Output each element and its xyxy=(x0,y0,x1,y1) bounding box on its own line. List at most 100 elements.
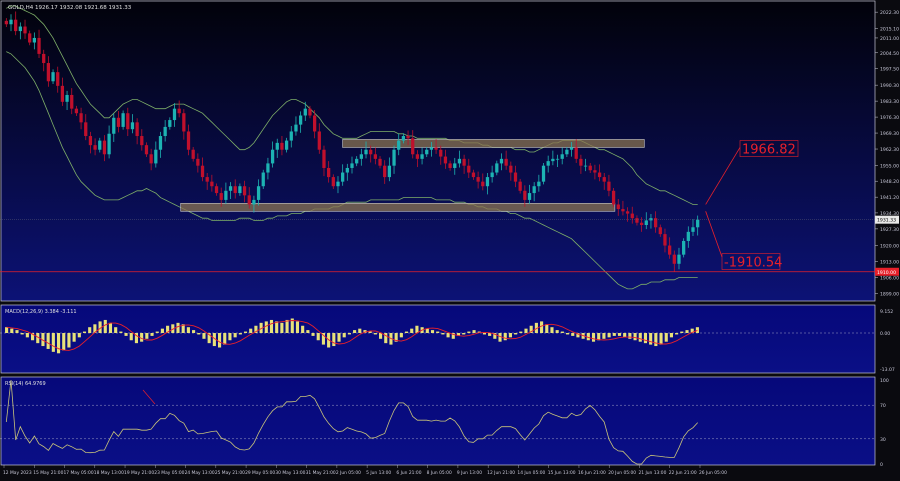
macd-bar xyxy=(243,331,248,333)
macd-bar xyxy=(534,322,538,333)
macd-bar xyxy=(560,331,564,333)
macd-bar xyxy=(212,333,216,347)
candle-body xyxy=(425,149,429,155)
candle-body xyxy=(653,218,658,228)
candle-body xyxy=(317,131,321,150)
candle-body xyxy=(219,193,223,200)
candle-body xyxy=(443,156,448,164)
candle-body xyxy=(303,108,307,116)
macd-bar xyxy=(368,331,372,333)
candle-body xyxy=(70,94,74,109)
rsi-tick-label: 30 xyxy=(880,437,886,443)
symbol-header: GOLD,H4 1926.17 1932.08 1921.68 1931.33 xyxy=(8,5,132,11)
price-tick-label: 1976.30 xyxy=(880,115,899,121)
candle-body xyxy=(158,136,163,150)
time-tick-label: 15 Jun 13:00 xyxy=(548,470,576,476)
candle-body xyxy=(392,149,396,166)
time-tick-label: 31 May 21:00 xyxy=(306,470,336,476)
macd-bar xyxy=(285,319,289,333)
candle-body xyxy=(691,227,695,232)
candle-body xyxy=(140,136,144,146)
macd-bar xyxy=(5,327,9,333)
candle-body xyxy=(331,177,335,187)
candle-body xyxy=(341,172,345,182)
macd-bar xyxy=(633,333,637,341)
macd-bar xyxy=(108,322,113,333)
candle-body xyxy=(294,124,298,132)
candle-body xyxy=(369,149,373,155)
macd-bar xyxy=(140,333,144,342)
candle-body xyxy=(149,154,153,164)
candle-body xyxy=(373,154,377,159)
candle-body xyxy=(242,186,247,196)
macd-bar xyxy=(690,328,694,333)
price-tick-label: 1934.30 xyxy=(880,211,899,217)
resistance-label-box xyxy=(739,140,799,157)
macd-bar xyxy=(254,325,258,333)
macd-bar xyxy=(659,333,663,345)
candle-body xyxy=(569,147,574,150)
candle-body xyxy=(686,231,690,241)
macd-tick-label: 9.152 xyxy=(880,309,893,315)
macd-bar xyxy=(238,333,242,335)
candle-body xyxy=(112,117,116,134)
sr-zone-2 xyxy=(180,203,616,212)
candle-body xyxy=(658,227,662,235)
price-tick-label: 1955.00 xyxy=(880,164,899,170)
candle-body xyxy=(51,72,55,82)
candle-body xyxy=(359,154,363,159)
macd-bar xyxy=(508,333,512,338)
candle-body xyxy=(513,172,518,182)
macd-bar xyxy=(62,333,66,351)
candle-body xyxy=(495,163,499,173)
price-tick-label: 2022.30 xyxy=(880,10,899,16)
candle-body xyxy=(182,113,186,132)
macd-bar xyxy=(20,333,24,335)
macd-bar xyxy=(482,333,487,335)
macd-panel xyxy=(0,304,876,374)
candle-body xyxy=(579,158,583,166)
macd-bar xyxy=(160,328,164,333)
macd-bar xyxy=(67,333,71,348)
candle-body xyxy=(172,108,177,121)
candle-body xyxy=(98,140,102,150)
candle-body xyxy=(616,204,620,210)
macd-bar xyxy=(103,319,107,333)
price-tick-label: 1927.30 xyxy=(880,227,899,233)
macd-bar xyxy=(36,333,40,344)
macd-bar xyxy=(223,333,227,345)
price-tick-label: 1969.30 xyxy=(880,131,899,137)
macd-bar xyxy=(363,330,367,333)
macd-bar xyxy=(316,333,320,341)
candle-body xyxy=(256,186,261,200)
candle-body xyxy=(471,172,476,178)
time-tick-label: 29 May 05:00 xyxy=(245,470,275,476)
time-tick-label: 8 Jun 05:00 xyxy=(427,470,452,476)
candle-body xyxy=(532,186,536,194)
macd-bar xyxy=(607,333,611,338)
time-tick-label: 21 Jun 13:00 xyxy=(638,470,666,476)
candle-body xyxy=(593,170,597,173)
price-tick-label: 2004.50 xyxy=(880,51,899,57)
macd-bar xyxy=(404,331,409,333)
candle-body xyxy=(214,186,219,194)
candle-body xyxy=(74,108,79,114)
macd-bar xyxy=(41,333,45,347)
macd-bar xyxy=(545,324,549,333)
candle-body xyxy=(350,163,354,168)
time-tick-label: 19 May 21:00 xyxy=(124,470,154,476)
candle-body xyxy=(364,149,368,155)
macd-bar xyxy=(295,321,300,333)
price-tick-label: 1948.20 xyxy=(880,179,899,185)
macd-bar xyxy=(576,333,580,338)
macd-bar xyxy=(347,333,351,335)
support-label-box xyxy=(721,253,781,270)
macd-bar xyxy=(384,333,388,344)
candle-body xyxy=(196,158,200,166)
macd-bar xyxy=(186,327,190,333)
candle-body xyxy=(439,149,443,157)
level-lines: 1966.82 -1910.54 xyxy=(0,140,875,273)
macd-bar xyxy=(25,333,29,338)
current-price-label: 1931.33 xyxy=(877,218,896,224)
